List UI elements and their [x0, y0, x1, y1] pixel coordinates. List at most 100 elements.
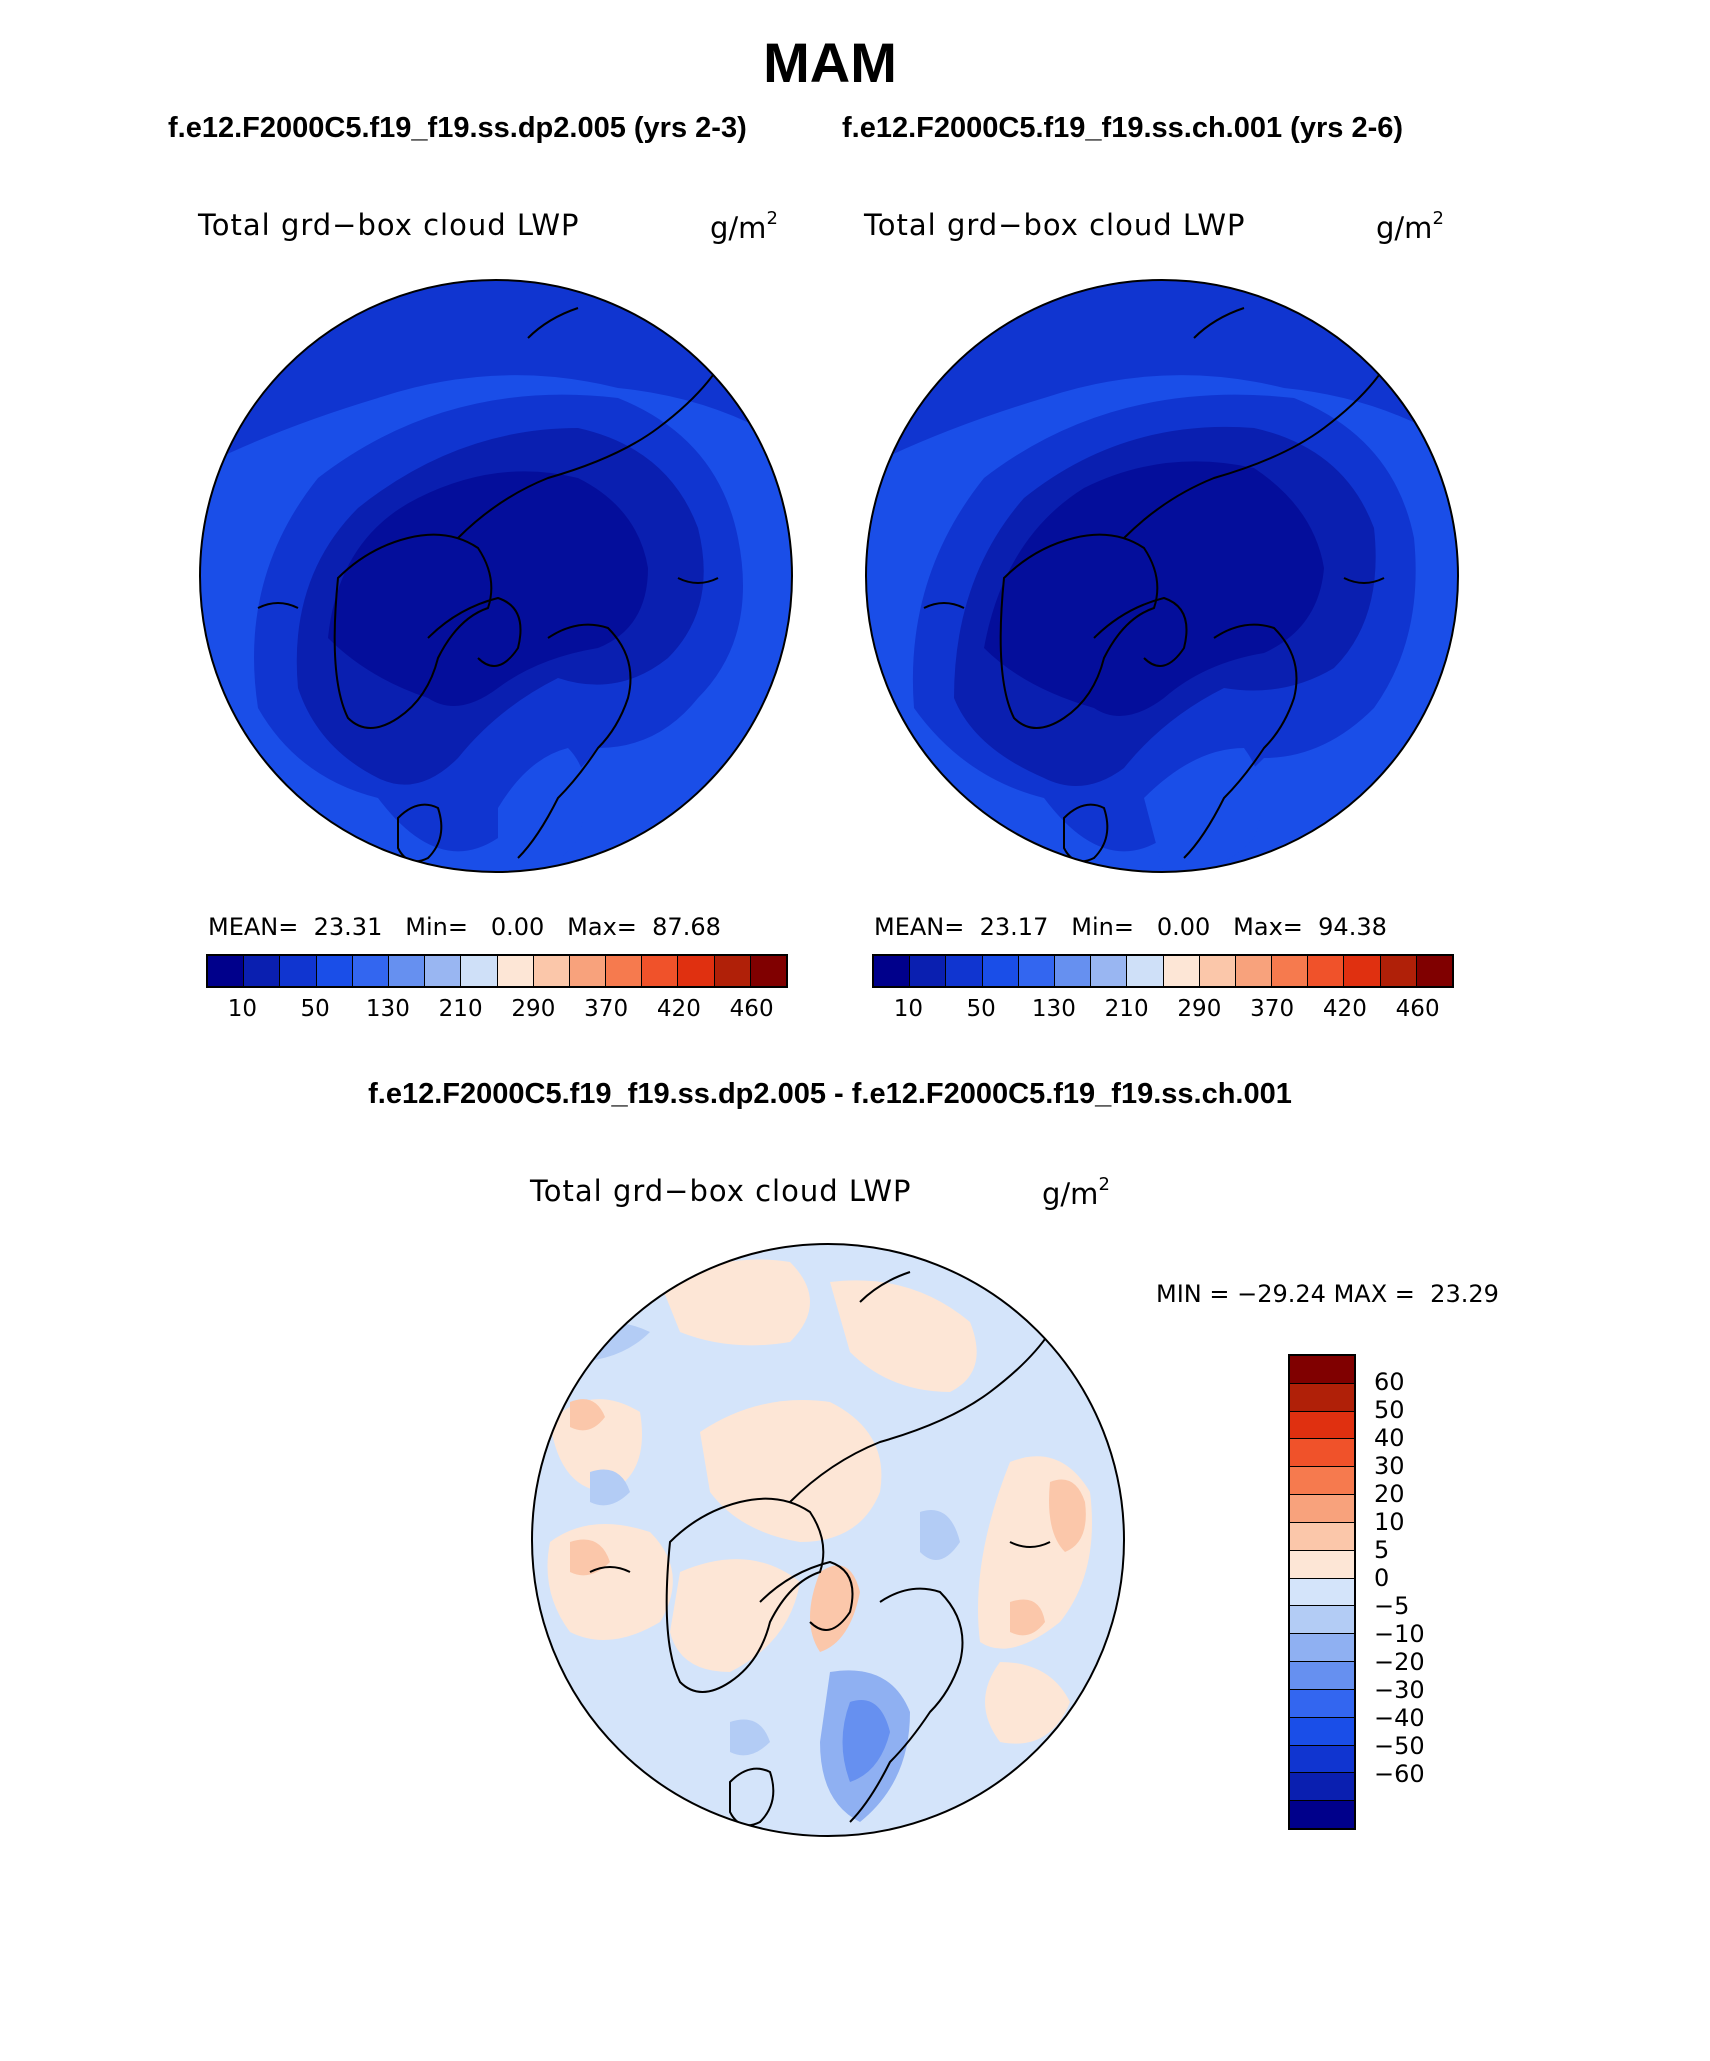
colorbar-tick-label: 10 [1374, 1508, 1405, 1536]
colorbar-swatch [1018, 956, 1055, 986]
colorbar-swatch [1416, 956, 1452, 986]
colorbar-swatch [946, 956, 983, 986]
colorbar-tick-label: −60 [1374, 1760, 1425, 1788]
right-mean-label: MEAN= [874, 913, 965, 941]
figure-title: MAM [763, 31, 897, 94]
colorbar-swatch [280, 956, 317, 986]
colorbar-tick-label: 130 [1031, 996, 1076, 1022]
colorbar-swatch [497, 956, 534, 986]
left-polar-map [198, 278, 794, 874]
colorbar-tick-label: 30 [1374, 1452, 1405, 1480]
colorbar-swatch [714, 956, 751, 986]
colorbar-tick-label: 210 [1104, 996, 1149, 1022]
colorbar-swatch [1290, 1467, 1354, 1496]
colorbar-tick-label: −5 [1374, 1592, 1410, 1620]
colorbar-tick-label: 60 [1374, 1368, 1405, 1396]
colorbar-tick-label: 420 [1322, 996, 1367, 1022]
diff-min-value: −29.24 [1237, 1280, 1326, 1308]
left-min-label: Min= [405, 913, 468, 941]
right-units-label: g/m2 [1376, 208, 1444, 245]
diff-colorbar-ticks: 60 50 40 30 20 10 5 0 −5 −10 −20 −30 −40 −50 −60 [1374, 1354, 1474, 1830]
left-colorbar-ticks: 10 50 130 210 290 370 420 460 [206, 996, 788, 1026]
colorbar-swatch [425, 956, 462, 986]
diff-case-title: f.e12.F2000C5.f19_f19.ss.dp2.005 - f.e12… [368, 1078, 1292, 1110]
right-polar-map [864, 278, 1460, 874]
colorbar-swatch [1344, 956, 1381, 986]
colorbar-swatch [1290, 1383, 1354, 1412]
colorbar-swatch [1127, 956, 1164, 986]
left-case-title: f.e12.F2000C5.f19_f19.ss.dp2.005 (yrs 2-… [168, 112, 747, 144]
colorbar-tick-label: 10 [227, 996, 258, 1022]
colorbar-swatch [1290, 1411, 1354, 1440]
diff-max-label: MAX = [1333, 1280, 1415, 1308]
colorbar-swatch [606, 956, 643, 986]
colorbar-swatch [1290, 1717, 1354, 1746]
colorbar-tick-label: −10 [1374, 1620, 1425, 1648]
colorbar-tick-label: 130 [365, 996, 410, 1022]
colorbar-swatch [1290, 1634, 1354, 1663]
colorbar-tick-label: −30 [1374, 1676, 1425, 1704]
diff-min-label: MIN = [1156, 1280, 1230, 1308]
colorbar-swatch [910, 956, 947, 986]
colorbar-swatch [1290, 1578, 1354, 1607]
colorbar-tick-label: −20 [1374, 1648, 1425, 1676]
colorbar-swatch [1290, 1495, 1354, 1523]
colorbar-swatch [1235, 956, 1273, 986]
diff-polar-map [530, 1242, 1126, 1838]
colorbar-swatch [750, 956, 786, 986]
left-coastlines [257, 307, 719, 863]
colorbar-tick-label: 5 [1374, 1536, 1390, 1564]
colorbar-tick-label: 20 [1374, 1480, 1405, 1508]
colorbar-swatch [1380, 956, 1417, 986]
colorbar-tick-label: −50 [1374, 1732, 1425, 1760]
right-colorbar [872, 954, 1454, 988]
colorbar-tick-label: 290 [1177, 996, 1222, 1022]
left-colorbar [206, 954, 788, 988]
colorbar-swatch [1290, 1606, 1354, 1635]
colorbar-swatch [1290, 1356, 1354, 1384]
colorbar-swatch [533, 956, 570, 986]
diff-stats: MIN = −29.24 MAX = 23.29 [1156, 1280, 1499, 1308]
colorbar-swatch [569, 956, 607, 986]
colorbar-swatch [1290, 1801, 1354, 1829]
diff-units-label: g/m2 [1042, 1174, 1110, 1211]
colorbar-tick-label: 10 [893, 996, 924, 1022]
colorbar-swatch [642, 956, 679, 986]
diff-field-label: Total grd−box cloud LWP [530, 1174, 912, 1208]
right-min-label: Min= [1071, 913, 1134, 941]
colorbar-swatch [982, 956, 1019, 986]
colorbar-swatch [1163, 956, 1200, 986]
colorbar-swatch [1290, 1745, 1354, 1774]
colorbar-tick-label: −40 [1374, 1704, 1425, 1732]
colorbar-tick-label: 50 [300, 996, 330, 1022]
colorbar-swatch [388, 956, 426, 986]
right-max-label: Max= [1233, 913, 1303, 941]
colorbar-swatch [1091, 956, 1128, 986]
right-case-title: f.e12.F2000C5.f19_f19.ss.ch.001 (yrs 2-6… [842, 112, 1404, 144]
colorbar-swatch [1272, 956, 1309, 986]
colorbar-swatch [1199, 956, 1236, 986]
colorbar-swatch [461, 956, 498, 986]
right-field-label: Total grd−box cloud LWP [864, 208, 1246, 242]
diff-colorbar [1288, 1354, 1356, 1830]
colorbar-tick-label: 460 [729, 996, 774, 1022]
colorbar-swatch [1054, 956, 1092, 986]
diff-max-value: 23.29 [1430, 1280, 1499, 1308]
colorbar-swatch [678, 956, 715, 986]
colorbar-swatch [352, 956, 389, 986]
colorbar-swatch [1290, 1662, 1354, 1690]
colorbar-swatch [874, 956, 911, 986]
right-colorbar-ticks: 10 50 130 210 290 370 420 460 [872, 996, 1454, 1026]
colorbar-swatch [1290, 1773, 1354, 1802]
left-stats: MEAN= 23.31 Min= 0.00 Max= 87.68 [208, 913, 721, 941]
left-mean-value: 23.31 [313, 913, 383, 941]
colorbar-tick-label: 0 [1374, 1564, 1390, 1592]
colorbar-swatch [1290, 1439, 1354, 1468]
left-mean-label: MEAN= [208, 913, 299, 941]
colorbar-swatch [1290, 1689, 1354, 1718]
colorbar-swatch [208, 956, 245, 986]
colorbar-swatch [244, 956, 281, 986]
colorbar-tick-label: 370 [584, 996, 629, 1022]
left-field-label: Total grd−box cloud LWP [198, 208, 580, 242]
colorbar-tick-label: 290 [511, 996, 556, 1022]
